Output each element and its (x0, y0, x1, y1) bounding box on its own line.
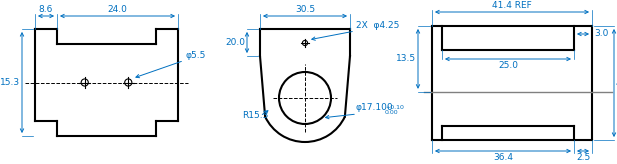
Text: 8.6: 8.6 (39, 6, 53, 14)
Text: 30.5: 30.5 (295, 6, 315, 14)
Text: 46.5: 46.5 (616, 79, 617, 88)
Text: +0.10: +0.10 (385, 105, 404, 110)
Text: φ17.100: φ17.100 (355, 103, 392, 112)
Text: 2X  φ4.25: 2X φ4.25 (356, 21, 399, 30)
Text: 41.4 REF: 41.4 REF (492, 1, 532, 10)
Text: R15.3: R15.3 (242, 112, 268, 121)
Text: 3.0: 3.0 (594, 29, 608, 38)
Text: 15.3: 15.3 (0, 78, 20, 87)
Text: 36.4: 36.4 (493, 153, 513, 162)
Text: 13.5: 13.5 (396, 54, 416, 63)
Text: 0.00: 0.00 (385, 110, 399, 115)
Text: 20.0: 20.0 (225, 38, 245, 47)
Text: φ5.5: φ5.5 (185, 51, 205, 60)
Text: 25.0: 25.0 (498, 61, 518, 70)
Text: 2.5: 2.5 (576, 153, 590, 162)
Text: 24.0: 24.0 (107, 6, 128, 14)
